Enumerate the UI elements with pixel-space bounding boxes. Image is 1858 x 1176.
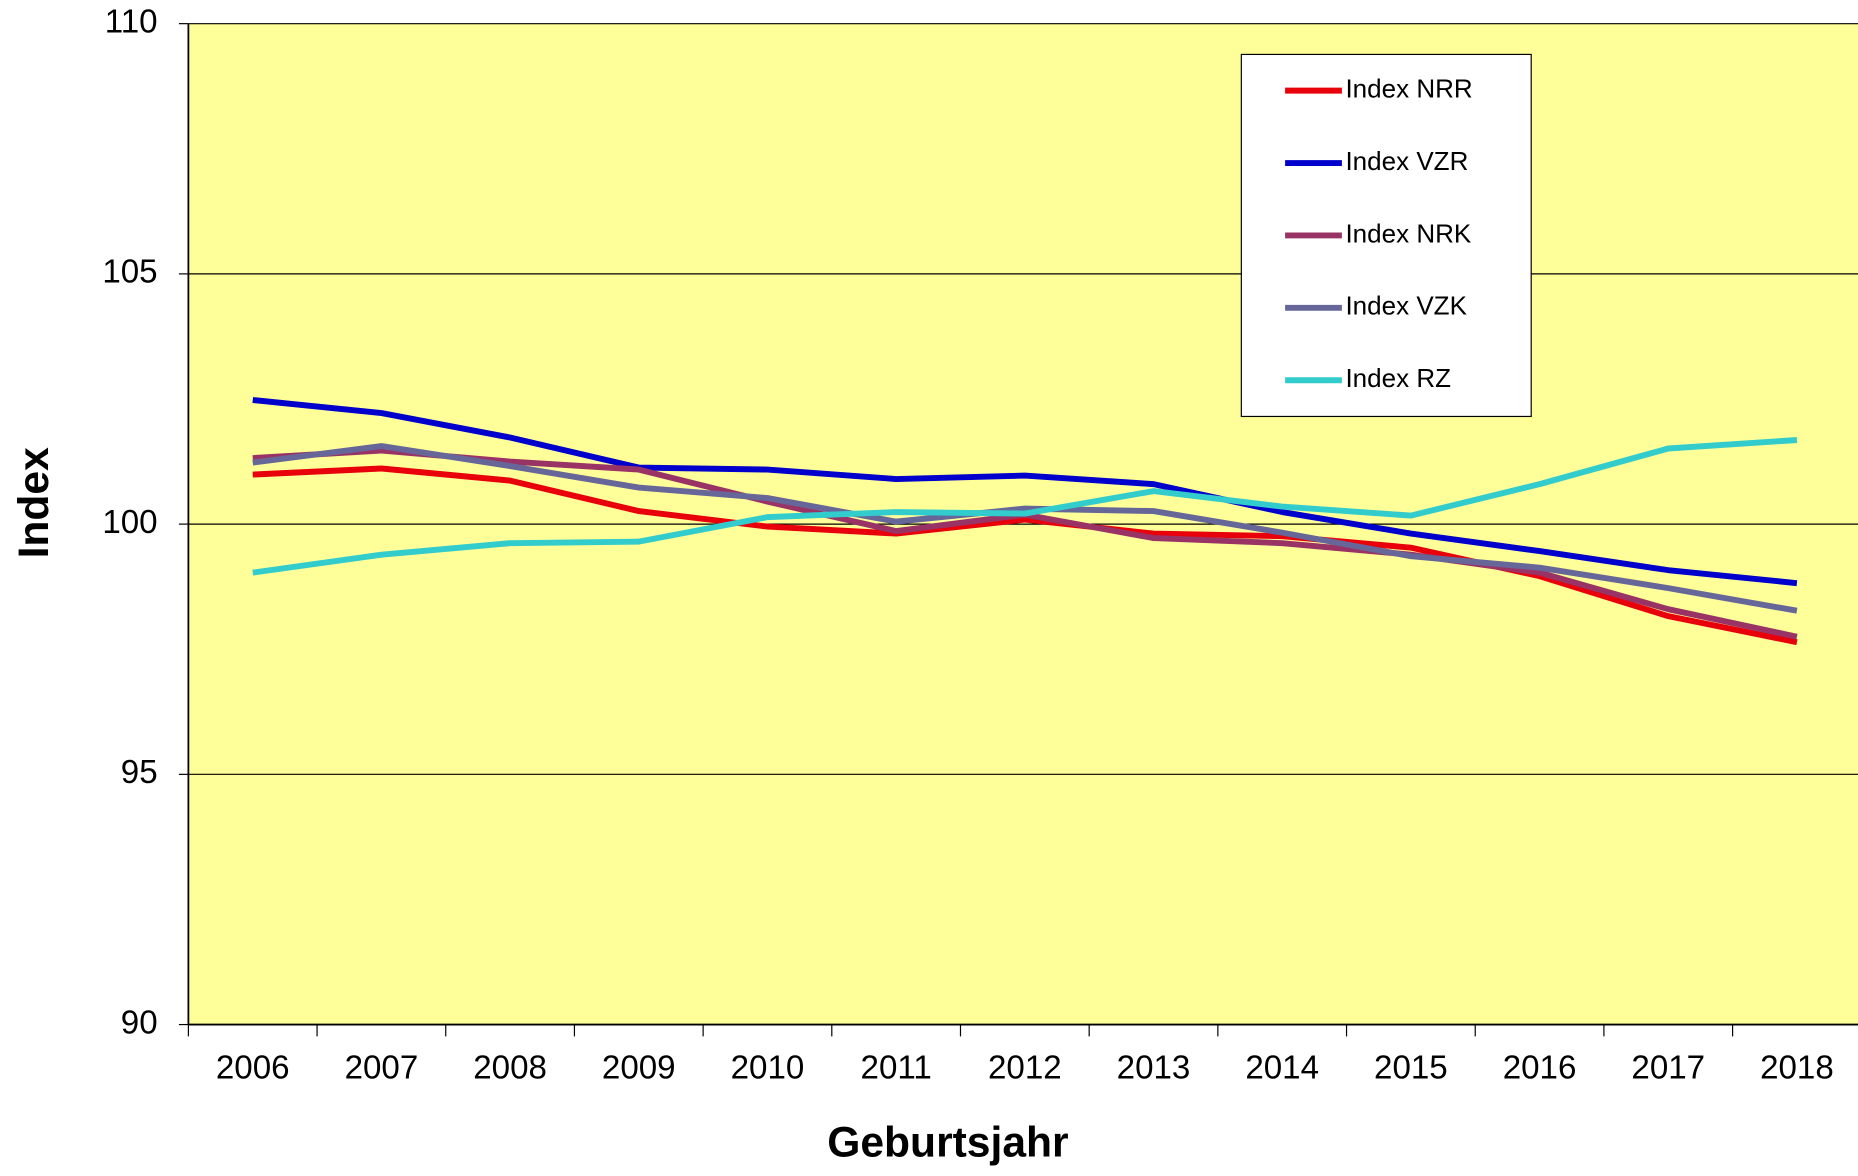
x-tick-label: 2010	[731, 1049, 805, 1086]
series-line	[252, 465, 1798, 646]
x-tick-label: 2016	[1503, 1049, 1577, 1086]
x-tick-label: 2018	[1760, 1049, 1834, 1086]
legend-label: Index NRK	[1345, 218, 1471, 248]
x-tick-label: 2015	[1374, 1049, 1448, 1086]
legend-label: Index VZR	[1345, 146, 1468, 176]
x-tick-label: 2011	[861, 1049, 932, 1086]
x-tick-label: 2013	[1117, 1049, 1191, 1086]
x-tick-label: 2006	[216, 1049, 290, 1086]
series-line	[252, 397, 1798, 587]
x-tick-label: 2012	[988, 1049, 1062, 1086]
legend-label: Index RZ	[1345, 363, 1451, 393]
series-line	[252, 437, 1798, 576]
y-tick-label: 100	[102, 504, 157, 541]
legend-label: Index NRR	[1345, 74, 1472, 104]
x-axis-label: Geburtsjahr	[827, 1118, 1068, 1166]
legend-label: Index VZK	[1345, 291, 1467, 321]
y-tick-label: 110	[105, 3, 158, 40]
x-tick-label: 2014	[1245, 1049, 1319, 1086]
y-tick-label: 95	[121, 754, 158, 791]
x-tick-label: 2009	[602, 1049, 676, 1086]
y-tick-label: 90	[121, 1004, 158, 1041]
y-tick-label: 105	[102, 254, 157, 291]
y-axis-label: Index	[10, 447, 58, 559]
x-tick-label: 2007	[345, 1049, 419, 1086]
x-tick-label: 2008	[473, 1049, 547, 1086]
x-tick-label: 2017	[1631, 1049, 1705, 1086]
series-line	[252, 443, 1798, 614]
